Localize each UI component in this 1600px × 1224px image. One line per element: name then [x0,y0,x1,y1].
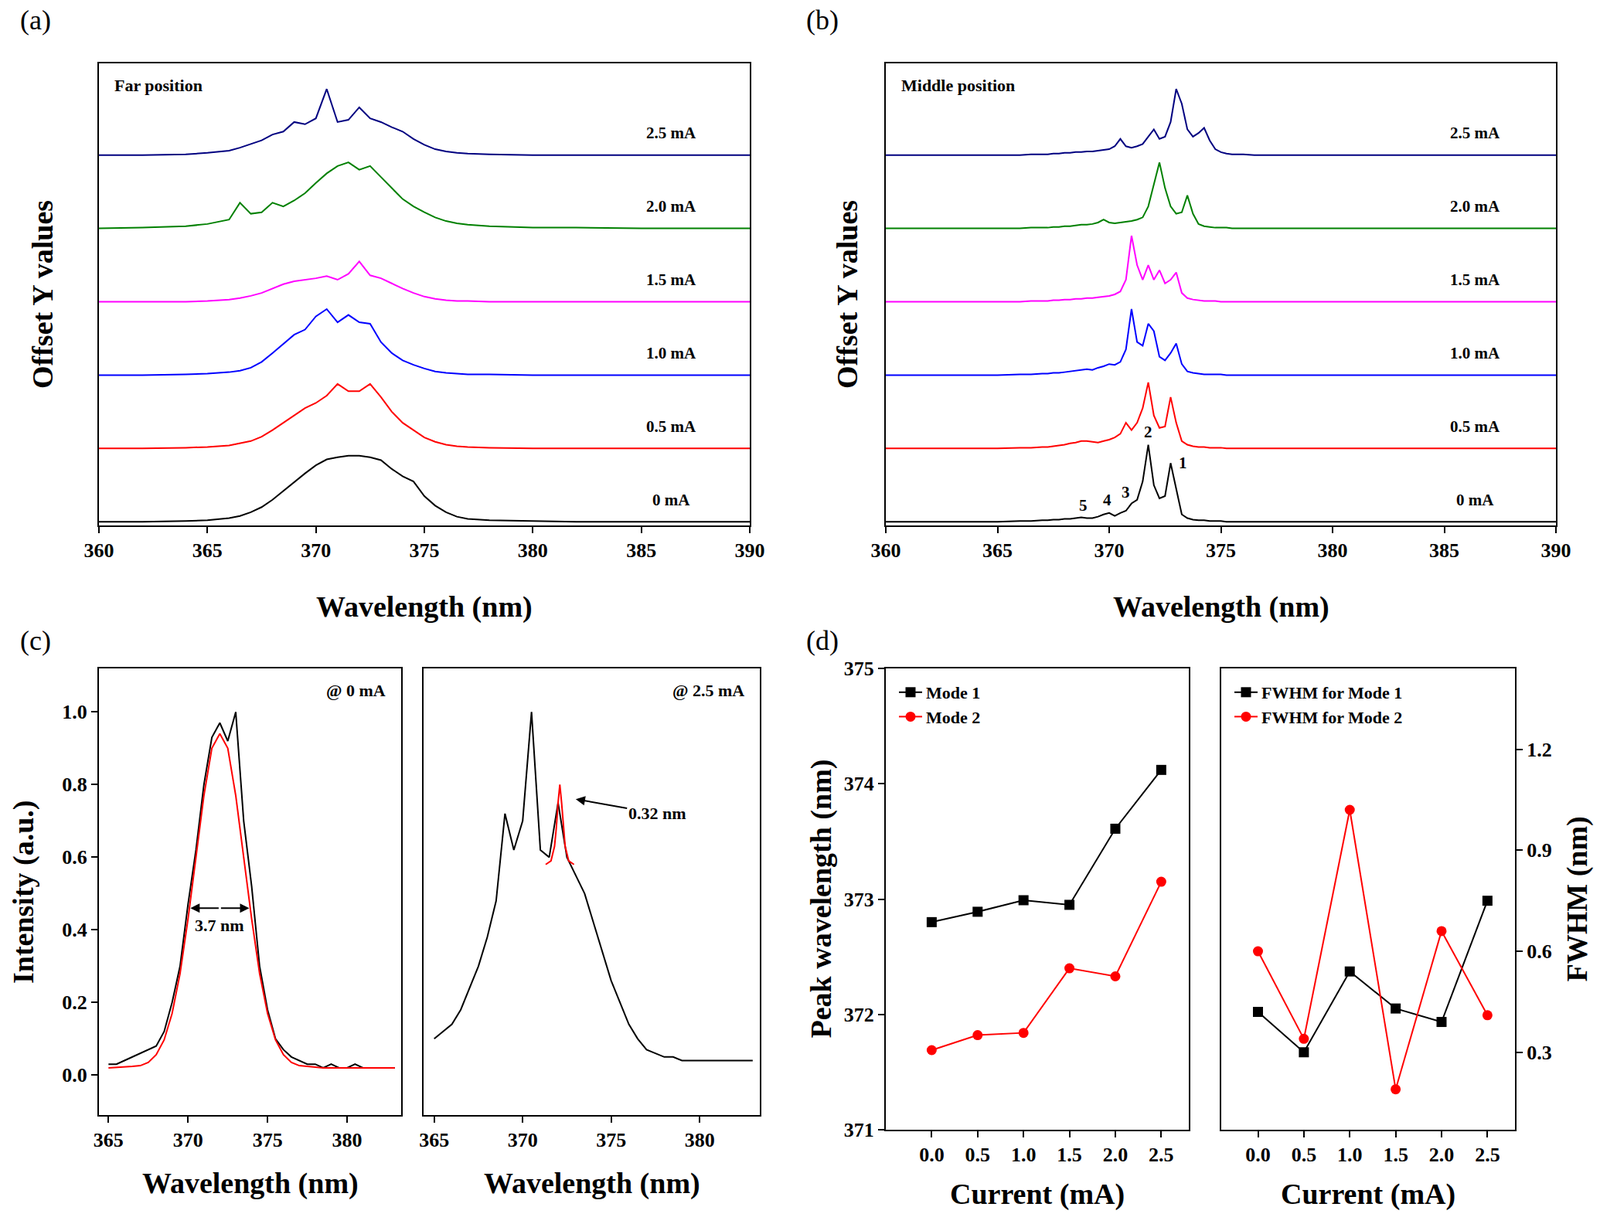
svg-text:@ 2.5 mA: @ 2.5 mA [672,680,745,701]
svg-text:2.0: 2.0 [1102,1143,1129,1167]
svg-text:375: 375 [844,657,875,681]
svg-text:0.8: 0.8 [61,773,88,797]
svg-text:1: 1 [1178,453,1188,473]
svg-text:2.5 mA: 2.5 mA [1450,123,1501,143]
svg-text:380: 380 [332,1129,363,1152]
svg-text:1.5: 1.5 [1056,1143,1083,1167]
svg-text:2.5 mA: 2.5 mA [646,123,697,143]
svg-text:2.5: 2.5 [1474,1143,1501,1167]
svg-text:390: 390 [735,539,766,562]
svg-text:0 mA: 0 mA [1456,490,1495,510]
svg-text:370: 370 [1094,539,1125,562]
svg-text:372: 372 [844,1004,875,1027]
svg-text:0.5: 0.5 [965,1143,991,1167]
svg-text:FWHM (nm): FWHM (nm) [1560,816,1594,982]
svg-text:375: 375 [409,539,440,562]
svg-text:Offset Y values: Offset Y values [26,200,59,389]
svg-text:2: 2 [1143,422,1153,442]
svg-text:1.0: 1.0 [61,701,88,724]
svg-text:0.5 mA: 0.5 mA [1450,417,1501,436]
svg-text:373: 373 [844,888,875,912]
svg-text:Mode 2: Mode 2 [925,708,981,728]
svg-text:@ 0 mA: @ 0 mA [326,680,386,701]
svg-text:0.2: 0.2 [61,991,88,1015]
svg-text:0 mA: 0 mA [652,490,691,510]
svg-text:0.0: 0.0 [919,1143,945,1167]
svg-text:FWHM for Mode 1: FWHM for Mode 1 [1261,683,1403,703]
svg-text:Middle position: Middle position [901,75,1015,96]
svg-text:0.6: 0.6 [61,846,88,869]
svg-text:Current (mA): Current (mA) [1280,1177,1456,1212]
svg-text:Mode 1: Mode 1 [925,683,981,703]
svg-text:1.0 mA: 1.0 mA [1450,343,1501,363]
svg-text:1.0: 1.0 [1337,1143,1363,1167]
svg-text:2.5: 2.5 [1148,1143,1175,1167]
svg-text:2.0 mA: 2.0 mA [646,197,697,216]
svg-text:365: 365 [93,1129,124,1152]
svg-text:360: 360 [871,539,902,562]
svg-text:1.2: 1.2 [1526,738,1553,762]
svg-text:380: 380 [517,539,549,562]
svg-text:(c): (c) [20,625,52,657]
svg-text:Wavelength (nm): Wavelength (nm) [316,590,533,624]
svg-text:(b): (b) [806,4,839,36]
svg-text:385: 385 [1429,539,1460,562]
svg-text:0.9: 0.9 [1526,839,1553,862]
svg-text:365: 365 [418,1129,450,1152]
svg-text:375: 375 [595,1129,627,1152]
svg-text:5: 5 [1079,496,1088,515]
svg-text:0.6: 0.6 [1526,940,1553,964]
svg-text:0.3: 0.3 [1526,1041,1553,1065]
svg-text:Peak wavelength (nm): Peak wavelength (nm) [804,759,838,1039]
svg-text:380: 380 [1317,539,1349,562]
svg-text:0.5: 0.5 [1291,1143,1318,1167]
svg-text:0.32 nm: 0.32 nm [628,803,687,824]
svg-text:Wavelength (nm): Wavelength (nm) [483,1167,701,1201]
svg-text:0.5 mA: 0.5 mA [646,417,697,436]
svg-text:3.7 nm: 3.7 nm [194,915,245,936]
svg-text:370: 370 [300,539,331,562]
svg-text:370: 370 [507,1129,538,1152]
svg-text:385: 385 [626,539,657,562]
svg-text:375: 375 [252,1129,283,1152]
svg-text:0.0: 0.0 [1245,1143,1271,1167]
svg-text:371: 371 [844,1119,875,1142]
svg-text:3: 3 [1121,483,1131,502]
svg-text:0.0: 0.0 [61,1064,88,1087]
svg-text:380: 380 [684,1129,715,1152]
svg-text:Intensity (a.u.): Intensity (a.u.) [6,800,41,984]
svg-text:365: 365 [192,539,223,562]
svg-text:370: 370 [173,1129,204,1152]
svg-text:(d): (d) [806,625,839,657]
svg-text:374: 374 [844,772,875,796]
svg-text:(a): (a) [20,4,52,36]
svg-text:2.0: 2.0 [1429,1143,1455,1167]
svg-text:1.5 mA: 1.5 mA [646,270,697,290]
svg-text:360: 360 [84,539,115,562]
svg-text:1.5: 1.5 [1382,1143,1409,1167]
svg-text:Far position: Far position [114,75,203,96]
svg-text:1.0 mA: 1.0 mA [646,343,697,363]
svg-text:Offset Y values: Offset Y values [830,200,864,389]
svg-text:375: 375 [1205,539,1236,562]
svg-text:Wavelength (nm): Wavelength (nm) [1113,590,1330,624]
svg-text:1.5 mA: 1.5 mA [1450,270,1501,290]
svg-text:365: 365 [982,539,1013,562]
svg-text:390: 390 [1541,539,1572,562]
svg-text:FWHM for Mode 2: FWHM for Mode 2 [1261,708,1403,728]
svg-text:2.0 mA: 2.0 mA [1450,197,1501,216]
svg-text:Current (mA): Current (mA) [949,1177,1125,1212]
svg-text:4: 4 [1102,490,1112,510]
svg-text:1.0: 1.0 [1011,1143,1037,1167]
svg-text:0.4: 0.4 [61,919,88,942]
svg-text:Wavelength (nm): Wavelength (nm) [142,1167,359,1201]
